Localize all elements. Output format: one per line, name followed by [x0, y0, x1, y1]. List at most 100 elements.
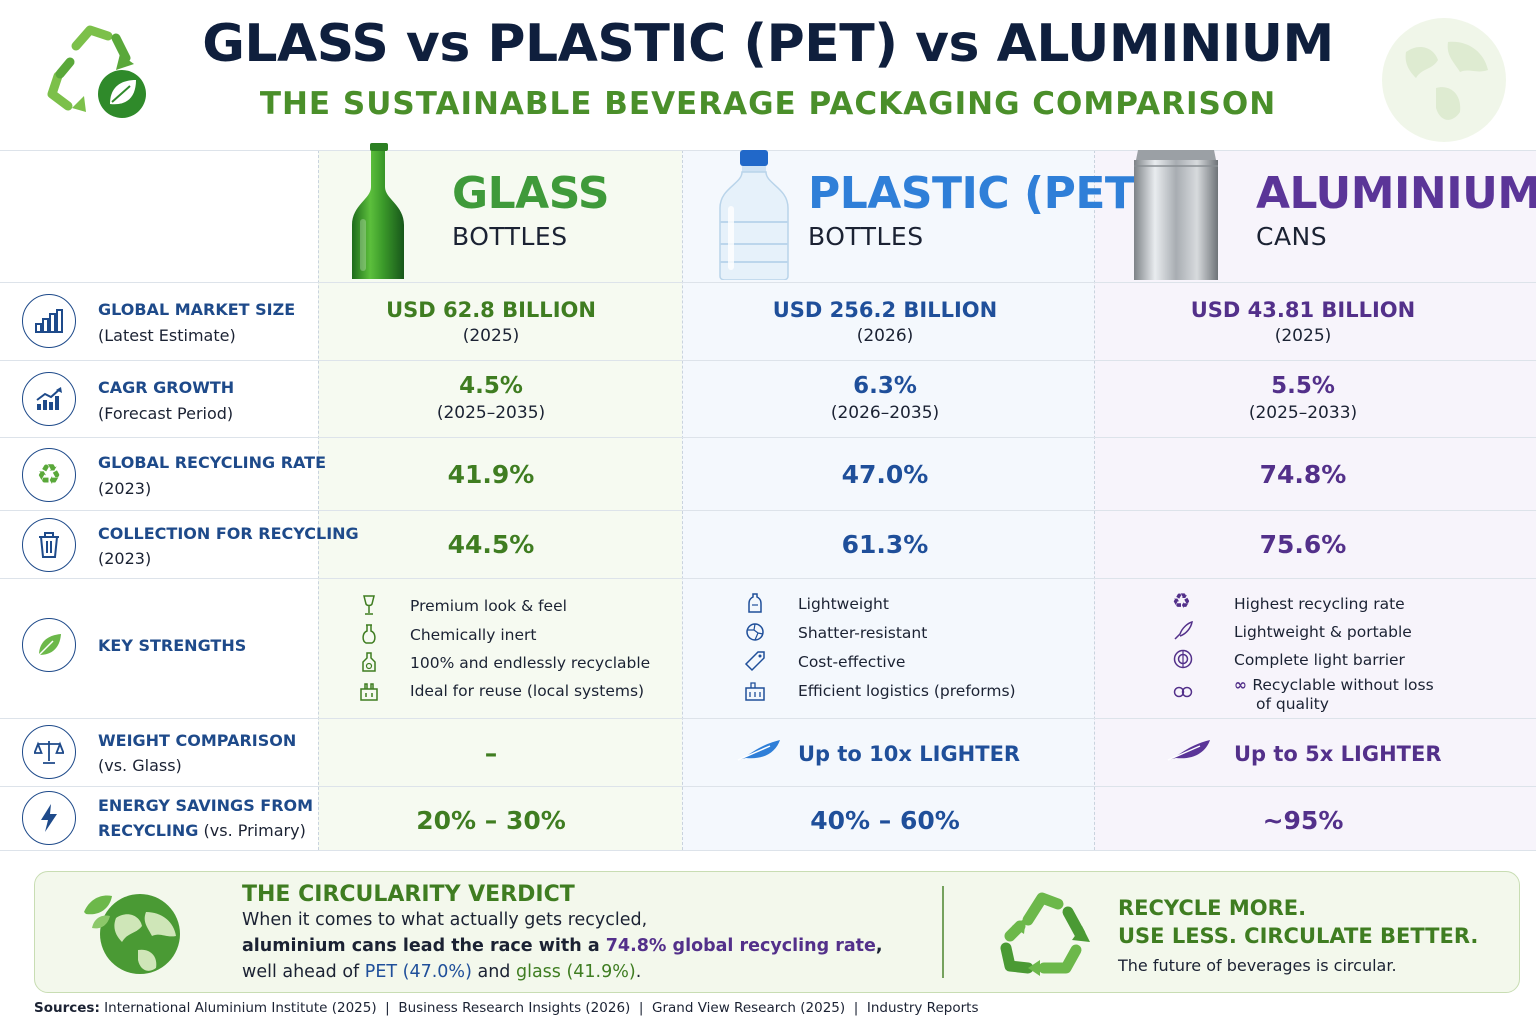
pet-cagr-period: (2026–2035) [830, 403, 940, 423]
aluminium-strength-1: Highest recycling rate [1234, 595, 1405, 613]
pet-column-title: PLASTIC (PET) [808, 168, 1155, 219]
glass-strength-2: Chemically inert [410, 626, 537, 644]
glass-cagr-period: (2025–2035) [436, 403, 546, 423]
verdict-separator [942, 886, 944, 978]
row-label-cagr: CAGR GROWTH [98, 378, 235, 397]
aluminium-column-title: ALUMINIUM [1256, 168, 1536, 219]
recycle-symbol-icon: ♻ [1172, 589, 1191, 613]
glass-column-type: BOTTLES [452, 222, 568, 251]
column-divider [318, 150, 319, 850]
glass-collection-rate: 44.5% [447, 530, 535, 559]
column-divider [682, 150, 683, 850]
pet-recycling-rate: 47.0% [841, 460, 929, 489]
bottle-outline-icon [748, 593, 762, 613]
bar-chart-icon [22, 294, 76, 348]
bin-icon [22, 518, 76, 572]
column-divider [1094, 150, 1095, 850]
verdict-line-3-lead: well ahead of [242, 962, 365, 982]
growth-chart-icon [22, 372, 76, 426]
row-sublabel-weight: (vs. Glass) [98, 756, 182, 775]
pet-market-value: USD 256.2 BILLION [772, 298, 998, 322]
feather-icon [1167, 740, 1210, 761]
row-label-energy: ENERGY SAVINGS FROM [98, 796, 314, 815]
row-sublabel-market-size: (Latest Estimate) [98, 326, 236, 345]
pet-strength-1: Lightweight [798, 595, 889, 613]
glass-bottle-image [352, 143, 404, 279]
row-divider [0, 510, 1536, 511]
aluminium-market-size: USD 43.81 BILLION (2025) [1094, 298, 1512, 346]
cta-use-less: USE LESS. CIRCULATE BETTER. [1118, 924, 1479, 948]
row-divider [0, 578, 1536, 579]
pet-cagr: 6.3% (2026–2035) [682, 373, 1088, 423]
circularity-verdict-panel [34, 871, 1520, 993]
cta-tagline: The future of beverages is circular. [1118, 956, 1397, 975]
aluminium-can-image [1134, 150, 1218, 280]
aluminium-cagr-period: (2025–2033) [1248, 403, 1358, 423]
wine-glass-icon [363, 595, 375, 615]
glass-market-size: USD 62.8 BILLION (2025) [318, 298, 664, 346]
verdict-line-2-lead: aluminium cans lead the race with a [242, 936, 606, 956]
row-label-collection: COLLECTION FOR RECYCLING [98, 524, 359, 543]
infinity-loop-icon [1173, 686, 1193, 698]
row-label-weight: WEIGHT COMPARISON [98, 731, 297, 750]
glass-cagr-value: 4.5% [459, 373, 523, 399]
glass-strength-3: 100% and endlessly recyclable [410, 654, 651, 672]
aluminium-strength-2: Lightweight & portable [1234, 623, 1412, 641]
verdict-line-2: aluminium cans lead the race with a 74.8… [242, 936, 883, 956]
sources-label: Sources: [34, 1000, 100, 1016]
verdict-line-3: well ahead of PET (47.0%) and glass (41.… [242, 962, 641, 982]
aluminium-cagr: 5.5% (2025–2033) [1094, 373, 1512, 423]
row-divider [0, 282, 1536, 283]
leaf-icon [22, 618, 76, 672]
globe-icon [1382, 18, 1506, 142]
aluminium-strength-4-text: Recyclable without loss [1252, 676, 1434, 694]
verdict-highlight-aluminium: 74.8% global recycling rate [605, 936, 876, 956]
light-barrier-icon [1173, 649, 1193, 669]
glass-recycling-rate: 41.9% [447, 460, 535, 489]
glass-weight: – [484, 739, 498, 768]
pet-bottle-image [719, 150, 789, 280]
pet-strength-3: Cost-effective [798, 653, 906, 671]
glass-strength-4: Ideal for reuse (local systems) [410, 682, 645, 700]
page-title: GLASS vs PLASTIC (PET) vs ALUMINIUM [202, 14, 1334, 74]
page-subtitle: THE SUSTAINABLE BEVERAGE PACKAGING COMPA… [259, 86, 1277, 122]
glass-market-value: USD 62.8 BILLION [386, 298, 596, 322]
feather-icon [737, 740, 780, 761]
verdict-line-1: When it comes to what actually gets recy… [242, 910, 648, 930]
aluminium-market-year: (2025) [1274, 326, 1332, 346]
shatter-shield-icon [746, 623, 764, 641]
row-sublabel-energy-text: (vs. Primary) [203, 821, 306, 840]
pet-strength-2: Shatter-resistant [798, 624, 928, 642]
recycle-leaf-logo-icon [47, 25, 146, 118]
verdict-title: THE CIRCULARITY VERDICT [242, 882, 575, 907]
row-sublabel-energy-bold: RECYCLING [98, 821, 199, 840]
feather-outline-icon [1174, 620, 1193, 640]
recycle-bottle-icon [362, 652, 376, 672]
row-divider [0, 360, 1536, 361]
lightning-icon [22, 791, 76, 845]
row-divider [0, 437, 1536, 438]
glass-energy-savings: 20% – 30% [416, 806, 566, 835]
pet-energy-savings: 40% – 60% [810, 806, 960, 835]
earth-leaf-icon [84, 894, 180, 974]
cta-recycle-more: RECYCLE MORE. [1118, 896, 1307, 920]
verdict-line-3-and: and [471, 962, 516, 982]
glass-market-year: (2025) [462, 326, 520, 346]
row-label-key-strengths: KEY STRENGTHS [98, 636, 247, 655]
logistics-box-icon [745, 682, 765, 701]
pet-strength-4: Efficient logistics (preforms) [798, 682, 1016, 700]
price-tag-icon [744, 651, 765, 672]
aluminium-strength-4-cont: of quality [1256, 695, 1329, 713]
pet-market-year: (2026) [856, 326, 914, 346]
row-sublabel-recycling-rate: (2023) [98, 479, 152, 498]
verdict-line-3-end: . [635, 962, 642, 982]
infinity-icon: ∞ [1234, 676, 1253, 694]
sources-text: International Aluminium Institute (2025)… [104, 1000, 979, 1016]
aluminium-energy-savings: ~95% [1262, 806, 1344, 835]
aluminium-market-value: USD 43.81 BILLION [1190, 298, 1416, 322]
recycle-icon: ♻ [22, 448, 76, 502]
row-label-recycling-rate: GLOBAL RECYCLING RATE [98, 453, 326, 472]
row-sublabel-energy: RECYCLING (vs. Primary) [98, 821, 306, 840]
aluminium-strength-3: Complete light barrier [1234, 651, 1405, 669]
scale-icon [22, 725, 76, 779]
